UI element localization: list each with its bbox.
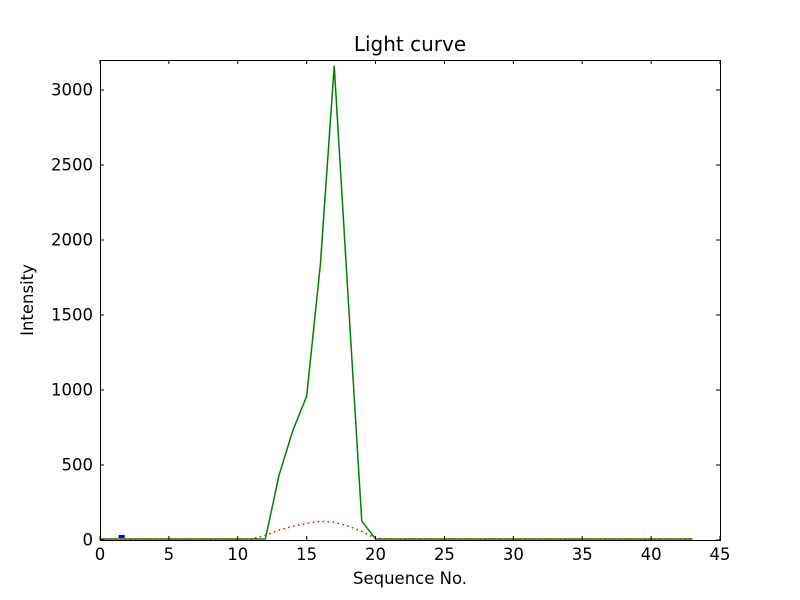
y-tick-label: 1000 [51, 381, 93, 400]
chart-title: Light curve [354, 32, 466, 56]
y-tick-label: 1500 [51, 306, 93, 325]
x-axis-label: Sequence No. [353, 569, 467, 588]
axes-frame [100, 60, 721, 541]
y-tick-label: 2000 [51, 231, 93, 250]
x-tick-label: 5 [164, 545, 175, 564]
x-tick-label: 40 [641, 545, 662, 564]
x-tick-label: 10 [227, 545, 248, 564]
x-tick-label: 30 [503, 545, 524, 564]
x-tick-label: 45 [710, 545, 731, 564]
y-axis-label: Intensity [18, 264, 37, 336]
x-tick-label: 20 [365, 545, 386, 564]
plot-layer [100, 65, 693, 540]
x-tick-label: 15 [296, 545, 317, 564]
axes-layer: 0 5 10 15 20 25 30 35 40 45 0 500 1000 1500 2000 2500 30… [51, 60, 731, 564]
y-tick-label: 2500 [51, 156, 93, 175]
y-tick-label: 0 [83, 531, 94, 550]
x-tick-label: 35 [572, 545, 593, 564]
series-line-main-intensity [100, 65, 693, 540]
series-line-secondary-intensity [100, 520, 693, 540]
x-tick-label: 0 [95, 545, 106, 564]
y-tick-label: 500 [62, 456, 94, 475]
x-tick-label: 25 [434, 545, 455, 564]
text-layer: Light curve Sequence No. Intensity [18, 32, 467, 588]
y-tick-label: 3000 [51, 81, 93, 100]
